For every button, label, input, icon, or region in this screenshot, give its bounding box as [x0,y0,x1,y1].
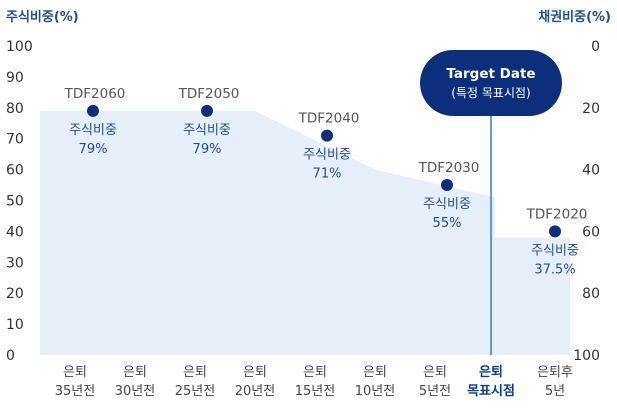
target-date-subtitle: (특정 목표시점) [451,86,530,100]
x-tick-label-line1: 은퇴 [63,365,87,380]
fund-point [201,104,213,117]
fund-stock-label: 주식비중 [183,123,231,138]
y-right-tick-label: 20 [582,101,600,117]
y-left-tick-label: 100 [6,39,33,55]
fund-stock-value: 79% [79,142,108,157]
fund-name-label: TDF2020 [526,206,588,222]
x-tick-label-line2: 30년전 [115,384,155,399]
fund-name-label: TDF2060 [64,86,126,102]
fund-stock-label: 주식비중 [423,197,471,212]
x-tick-label-line2: 5년 [545,384,565,399]
fund-point [549,225,561,238]
x-tick-label-line2: 10년전 [355,384,395,399]
y-left-tick-label: 30 [6,255,24,271]
y-left-tick-label: 70 [6,132,24,148]
x-tick-label-line1: 은퇴 [123,365,147,380]
fund-stock-value: 55% [433,216,462,231]
x-tick-label-line1: 은퇴 [479,364,503,380]
fund-name-label: TDF2050 [178,86,240,102]
x-tick-label-line1: 은퇴 [303,365,327,380]
fund-stock-label: 주식비중 [531,243,579,258]
fund-stock-label: 주식비중 [69,123,117,138]
y-left-tick-label: 40 [6,224,24,240]
x-tick-label-line2: 15년전 [295,384,335,399]
y-right-tick-label: 0 [591,39,600,55]
y-right-axis-title: 채권비중(%) [538,10,611,25]
target-date-title: Target Date [446,66,535,82]
x-tick-label-line1: 은퇴 [183,365,207,380]
y-left-tick-label: 60 [6,163,24,179]
target-date-box [420,50,562,116]
x-tick-label-line1: 은퇴 [363,365,387,380]
x-tick-label-line2: 20년전 [235,384,275,399]
x-tick-label-line2: 25년전 [175,384,215,399]
fund-name-label: TDF2030 [418,160,480,176]
fund-name-label: TDF2040 [298,111,360,127]
y-left-tick-label: 0 [6,348,15,364]
fund-stock-value: 79% [193,142,222,157]
y-right-tick-label: 60 [582,224,600,240]
fund-point [441,179,453,192]
y-left-tick-label: 10 [6,317,24,333]
y-left-tick-label: 80 [6,101,24,117]
y-right-tick-label: 100 [573,348,600,364]
fund-stock-value: 71% [313,167,342,182]
glide-path-area [40,110,570,355]
y-left-tick-label: 50 [6,194,24,210]
y-left-tick-label: 20 [6,286,24,302]
y-right-tick-label: 80 [582,286,600,302]
fund-point [321,129,333,142]
y-right-tick-label: 40 [582,163,600,179]
fund-stock-label: 주식비중 [303,148,351,163]
x-tick-label-line2: 35년전 [55,384,95,399]
fund-stock-value: 37.5% [534,262,575,277]
fund-point [87,104,99,117]
y-axis-titles: 주식비중(%) 채권비중(%) [6,9,611,25]
y-left-axis-title: 주식비중(%) [6,9,79,25]
x-tick-label-line1: 은퇴 [423,365,447,380]
y-left-tick-label: 90 [6,70,24,86]
x-tick-label-line1: 은퇴 [243,365,267,380]
x-tick-label-line2: 5년전 [419,384,451,399]
x-tick-label-line2: 목표시점 [467,384,515,399]
x-tick-label-line1: 은퇴후 [537,365,573,380]
